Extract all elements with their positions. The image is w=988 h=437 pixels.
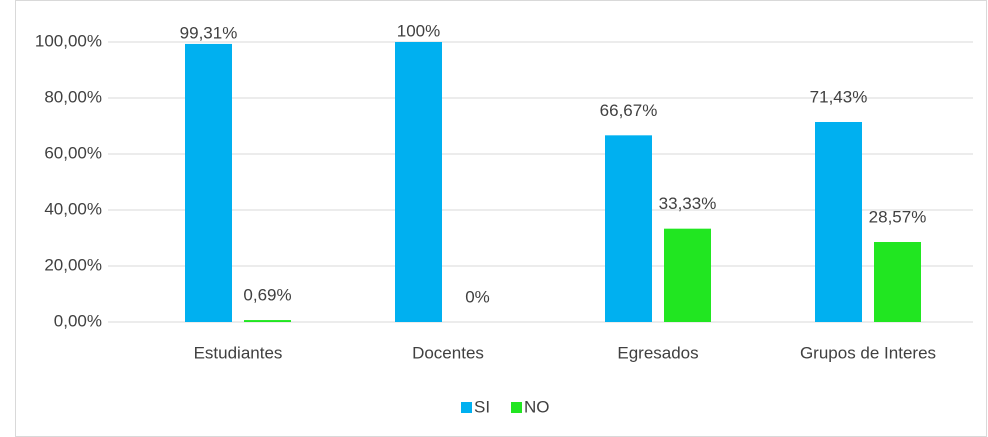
x-tick-label: Grupos de Interes [800,343,936,362]
legend-swatch [461,402,472,413]
bar [395,42,442,322]
data-label: 33,33% [659,194,717,213]
data-label: 0,69% [243,286,291,305]
bar [185,43,232,322]
y-tick-label: 60,00% [44,143,102,162]
y-tick-label: 0,00% [54,311,102,330]
y-tick-label: 20,00% [44,255,102,274]
data-label: 99,31% [180,23,238,42]
bar [815,121,862,322]
bar [244,320,291,322]
y-tick-label: 80,00% [44,87,102,106]
data-label: 28,57% [869,207,927,226]
x-tick-label: Docentes [412,343,484,362]
legend-label: SI [474,397,490,416]
legend-label: NO [524,397,550,416]
bar [664,228,711,322]
data-label: 66,67% [600,101,658,120]
data-label: 0% [465,287,490,306]
y-tick-label: 100,00% [35,31,102,50]
data-label: 100% [397,21,440,40]
x-tick-label: Estudiantes [194,343,283,362]
legend-swatch [511,402,522,413]
data-label: 71,43% [810,87,868,106]
bar [874,242,921,322]
y-tick-label: 40,00% [44,199,102,218]
x-tick-label: Egresados [617,343,698,362]
bar [605,135,652,322]
